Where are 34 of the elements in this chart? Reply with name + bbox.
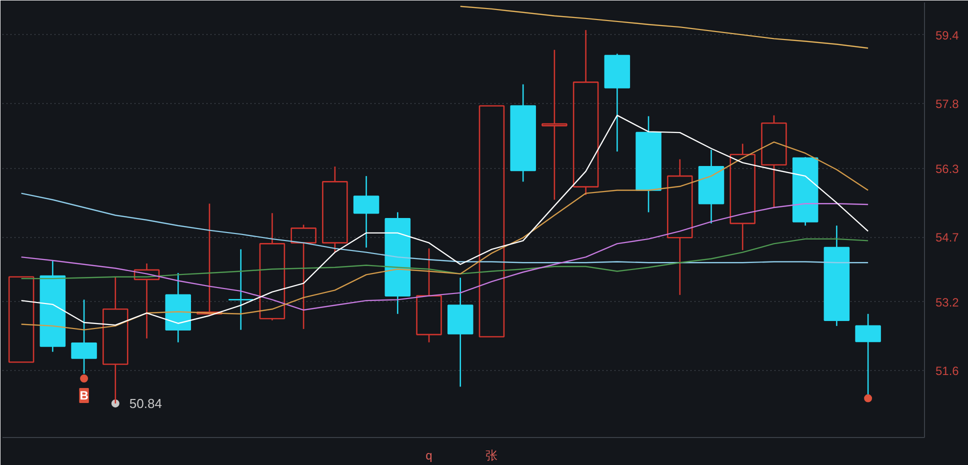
y-tick-label: 54.7 xyxy=(936,230,960,245)
y-tick-label: 57.8 xyxy=(936,97,960,112)
candlestick xyxy=(165,272,191,343)
candlestick xyxy=(667,158,693,296)
data-label: 50.84 xyxy=(129,396,162,411)
candlestick xyxy=(542,49,568,200)
x-tick-label: 张 xyxy=(486,448,498,462)
y-tick-label: 53.2 xyxy=(936,295,960,310)
candlestick xyxy=(698,149,724,224)
x-tick-label: q xyxy=(426,448,432,462)
candlestick xyxy=(447,277,474,388)
point xyxy=(80,374,88,382)
candlestick xyxy=(384,212,411,315)
candlestick xyxy=(134,262,160,340)
candlestick xyxy=(353,175,380,248)
line-series xyxy=(460,6,869,49)
candlestick xyxy=(40,260,66,352)
candlestick xyxy=(636,116,662,213)
candlestick xyxy=(71,299,97,374)
candlestick xyxy=(322,166,348,253)
line-series xyxy=(20,203,869,311)
y-tick-label: 59.4 xyxy=(936,28,960,42)
y-tick-label: 51.6 xyxy=(936,364,960,378)
line-series xyxy=(20,238,869,280)
candlestick xyxy=(730,143,756,251)
candlestick xyxy=(478,105,505,338)
point xyxy=(864,394,872,402)
y-tick-label: 56.3 xyxy=(936,162,960,176)
candlestick xyxy=(824,224,850,327)
candlestick xyxy=(228,248,254,330)
candlestick xyxy=(510,84,536,182)
data-label: B xyxy=(80,388,89,402)
line-series xyxy=(20,192,869,264)
candlestick xyxy=(8,276,34,363)
